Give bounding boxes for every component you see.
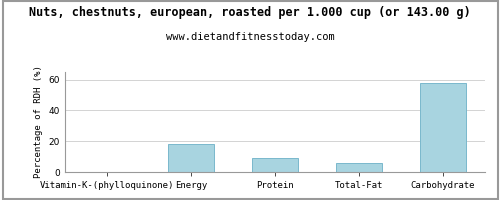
- Bar: [336, 163, 382, 172]
- Bar: [252, 158, 298, 172]
- Y-axis label: Percentage of RDH (%): Percentage of RDH (%): [34, 66, 43, 178]
- Text: www.dietandfitnesstoday.com: www.dietandfitnesstoday.com: [166, 32, 334, 42]
- Bar: [168, 144, 214, 172]
- Bar: [420, 83, 466, 172]
- Text: Nuts, chestnuts, european, roasted per 1.000 cup (or 143.00 g): Nuts, chestnuts, european, roasted per 1…: [29, 6, 471, 19]
